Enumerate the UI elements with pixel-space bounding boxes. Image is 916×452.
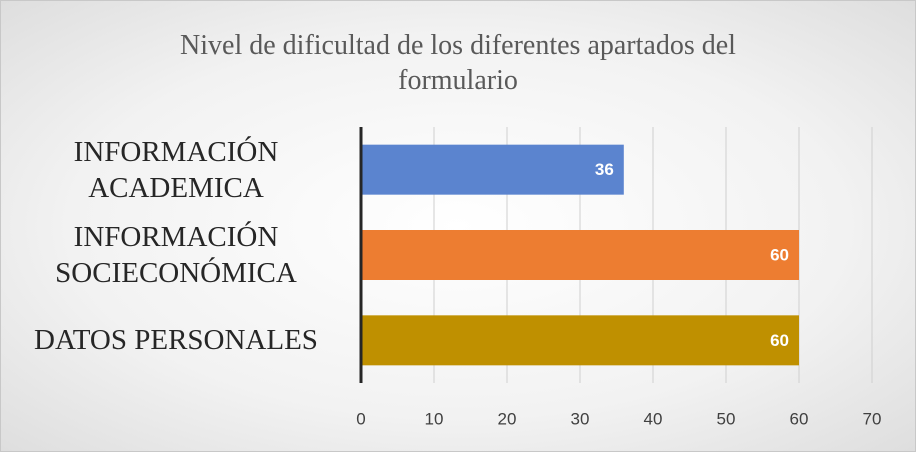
x-tick-label: 60: [790, 409, 809, 428]
y-tick-label: INFORMACIÓN SOCIECONÓMICA: [55, 221, 297, 289]
x-tick-label: 10: [425, 409, 444, 428]
x-tick-label: 20: [498, 409, 517, 428]
chart-title: Nivel de dificultad de los diferentes ap…: [180, 30, 736, 96]
bar: [361, 230, 799, 280]
data-label: 60: [770, 331, 789, 350]
x-tick-label: 0: [356, 409, 365, 428]
x-tick-label: 70: [863, 409, 882, 428]
bar: [361, 144, 624, 195]
data-label: 60: [770, 245, 789, 264]
x-tick-label: 30: [571, 409, 590, 428]
x-tick-label: 50: [717, 409, 736, 428]
bar: [361, 315, 799, 366]
y-tick-label: INFORMACIÓN ACADEMICA: [73, 135, 279, 204]
x-tick-label: 40: [644, 409, 663, 428]
y-tick-label: DATOS PERSONALES: [34, 324, 318, 357]
data-label: 36: [595, 160, 614, 179]
